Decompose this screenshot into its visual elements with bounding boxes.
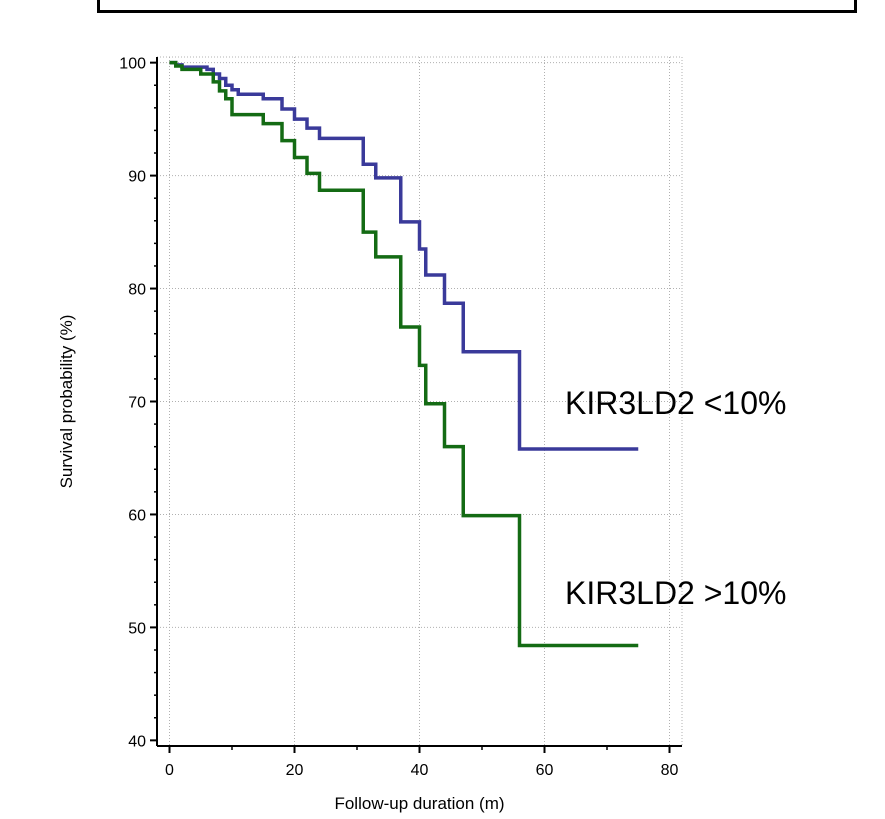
labels-layer: 40 50 60 70 80 90 100 0 20 40 60 80 Follow-up durati… (57, 56, 786, 813)
series-layer (169, 60, 639, 648)
y-axis-title: Survival probability (%) (57, 315, 76, 489)
grid-lines (157, 56, 683, 746)
survival-curve-kir3ld2-below-10 (169, 60, 639, 451)
series-label-kir3ld2-above-10: KIR3LD2 >10% (565, 575, 786, 611)
x-axis-title: Follow-up duration (m) (334, 794, 504, 813)
series-label-kir3ld2-below-10: KIR3LD2 <10% (565, 385, 786, 421)
x-tick-label: 80 (661, 762, 679, 779)
axes (150, 57, 682, 753)
y-tick-label: 80 (128, 282, 146, 299)
y-tick-label: 50 (128, 620, 146, 637)
x-tick-label: 40 (411, 762, 429, 779)
survival-curve-kir3ld2-above-10 (169, 60, 639, 648)
x-tick-label: 0 (165, 762, 174, 779)
y-tick-label: 100 (119, 56, 146, 73)
y-tick-label: 40 (128, 733, 146, 750)
top-frame-box (97, 0, 857, 13)
x-tick-label: 20 (286, 762, 304, 779)
y-tick-label: 60 (128, 507, 146, 524)
x-tick-label: 60 (536, 762, 554, 779)
y-tick-label: 90 (128, 169, 146, 186)
y-tick-label: 70 (128, 395, 146, 412)
